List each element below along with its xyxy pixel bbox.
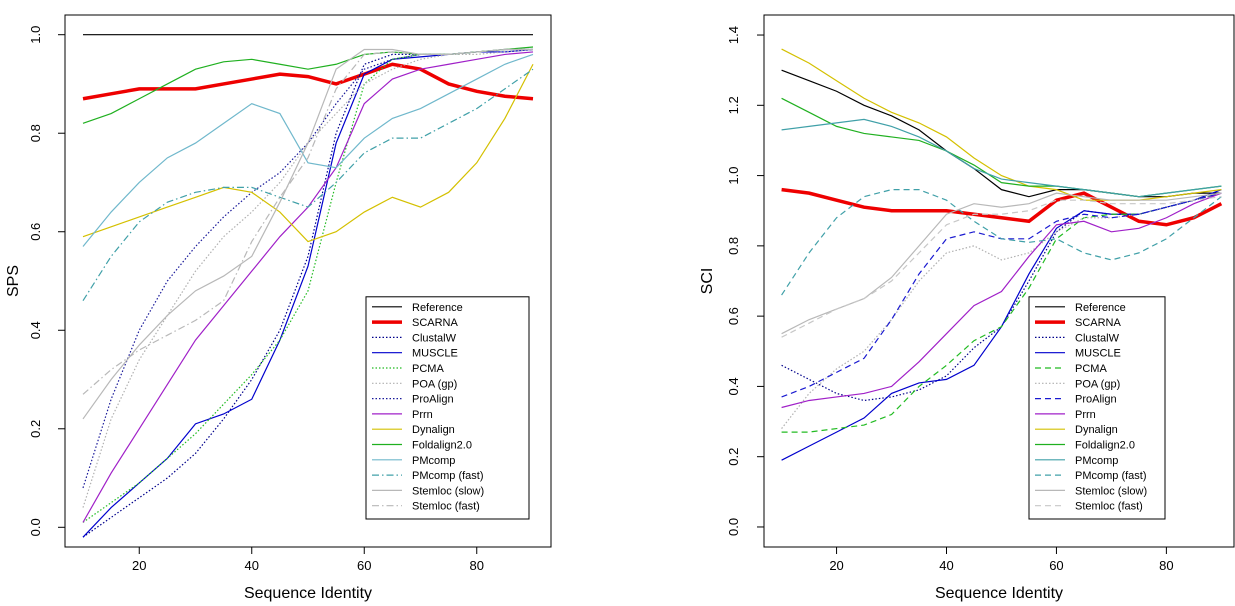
y-tick-label: 0.6: [726, 307, 741, 325]
series-line: [781, 97, 1222, 198]
series-line: [781, 187, 1223, 227]
legend-label: ProAlign: [412, 394, 454, 406]
series-line: [781, 192, 1222, 433]
x-axis-label: Sequence Identity: [244, 585, 372, 602]
legend-label: PMcomp (fast): [412, 470, 484, 482]
series-line: [82, 48, 533, 395]
legend-label: Dynalign: [1075, 424, 1118, 436]
series-line: [82, 68, 534, 302]
legend-box: [1028, 296, 1166, 520]
series-line: [82, 63, 534, 243]
legend-label: POA (gp): [412, 378, 457, 390]
legend-label: Foldalign2.0: [1075, 440, 1135, 452]
y-tick-label: 0.8: [726, 237, 741, 255]
legend-label: SCARNA: [412, 317, 459, 329]
series-line: [82, 48, 533, 420]
legend-label: Reference: [1075, 302, 1126, 314]
y-tick-label: 1.2: [726, 96, 741, 114]
y-tick-label: 1.0: [28, 26, 43, 44]
x-tick-label: 40: [939, 558, 953, 573]
x-axis-label: Sequence Identity: [935, 585, 1063, 602]
legend-label: POA (gp): [1075, 378, 1120, 390]
y-axis-label: SPS: [5, 265, 22, 297]
legend: Reference SCARNA ClustalW MUSCLE PCMA POA (gp…: [365, 296, 530, 520]
y-tick-label: 0.0: [28, 518, 43, 536]
series-line: [82, 53, 534, 247]
series-line: [781, 189, 1222, 296]
y-tick-label: 0.8: [28, 124, 43, 142]
series-line: [781, 48, 1222, 201]
legend-label: Prrn: [1075, 409, 1096, 421]
x-tick-label: 60: [357, 558, 371, 573]
x-tick-label: 20: [829, 558, 843, 573]
legend-label: PMcomp (fast): [1075, 470, 1147, 482]
x-tick-label: 80: [470, 558, 484, 573]
legend-label: Dynalign: [412, 424, 455, 436]
x-tick-label: 60: [1049, 558, 1063, 573]
legend-label: Foldalign2.0: [412, 440, 472, 452]
legend: Reference SCARNA ClustalW MUSCLE PCMA POA (gp…: [1028, 296, 1166, 520]
y-tick-label: 0.4: [28, 321, 43, 339]
x-tick-label: 80: [1159, 558, 1173, 573]
y-tick-label: 0.4: [726, 377, 741, 395]
chart-panel: 20 40 60 80 0.0 0.2 0.4 0.6 0.8 1.0 Sequence Ident…: [5, 14, 552, 602]
y-tick-label: 1.4: [726, 26, 741, 44]
legend-label: Reference: [412, 302, 463, 314]
lines: [82, 34, 534, 538]
legend-label: Prrn: [412, 409, 433, 421]
legend-label: PCMA: [1075, 363, 1107, 375]
y-tick-label: 0.0: [726, 518, 741, 536]
x-tick-label: 20: [132, 558, 146, 573]
lines: [781, 48, 1223, 461]
legend-label: ClustalW: [1075, 332, 1120, 344]
x-tick-label: 40: [245, 558, 259, 573]
legend-label: MUSCLE: [1075, 348, 1121, 360]
legend-label: Stemloc (fast): [1075, 501, 1143, 513]
series-line: [781, 192, 1222, 409]
legend-label: Stemloc (slow): [412, 485, 484, 497]
y-tick-label: 1.0: [726, 167, 741, 185]
legend-label: ProAlign: [1075, 394, 1117, 406]
legend-label: Stemloc (fast): [412, 501, 480, 513]
plot-frame: [64, 14, 552, 548]
y-tick-label: 0.2: [726, 448, 741, 466]
legend-label: PMcomp: [1075, 455, 1118, 467]
legend-box: [365, 296, 530, 520]
y-tick-label: 0.6: [28, 223, 43, 241]
legend-label: PCMA: [412, 363, 444, 375]
legend-label: SCARNA: [1075, 317, 1122, 329]
legend-label: Stemloc (slow): [1075, 485, 1147, 497]
legend-label: MUSCLE: [412, 348, 458, 360]
legend-label: ClustalW: [412, 332, 457, 344]
legend-label: PMcomp: [412, 455, 455, 467]
plot-frame: [763, 14, 1235, 548]
series-line: [781, 118, 1222, 198]
series-line: [781, 196, 1222, 338]
y-tick-label: 0.2: [28, 420, 43, 438]
y-axis-label: SCI: [699, 268, 716, 295]
series-line: [781, 192, 1222, 429]
series-line: [781, 69, 1222, 198]
chart-panel: 20 40 60 80 0.0 0.2 0.4 0.6 0.8 1.0 1.2 1.4 Sequence…: [699, 14, 1235, 602]
